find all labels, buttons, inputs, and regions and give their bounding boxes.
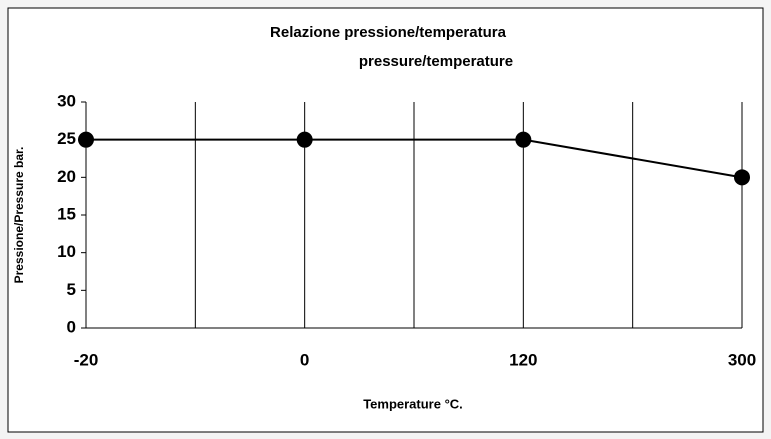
y-tick-label: 30 bbox=[57, 91, 76, 110]
x-tick-label: 300 bbox=[728, 350, 756, 369]
y-tick-label: 0 bbox=[67, 317, 76, 336]
data-point bbox=[734, 169, 750, 186]
x-tick-label: 120 bbox=[509, 350, 537, 369]
x-tick-label: 0 bbox=[300, 350, 309, 369]
y-tick-label: 15 bbox=[57, 204, 76, 223]
data-point bbox=[296, 131, 313, 148]
data-line bbox=[86, 138, 743, 179]
chart-title: Relazione pressione/temperatura bbox=[270, 24, 507, 41]
chart-subtitle: pressure/temperature bbox=[359, 53, 513, 70]
data-point bbox=[78, 131, 94, 148]
x-axis-label: Temperature °C. bbox=[363, 396, 463, 411]
y-axis-label: Pressione/Pressure bar. bbox=[12, 147, 26, 284]
x-tick-label: -20 bbox=[74, 350, 99, 369]
y-tick-label: 5 bbox=[67, 280, 76, 299]
y-tick-label: 10 bbox=[57, 242, 76, 261]
y-tick-label: 20 bbox=[57, 167, 76, 186]
y-tick-label: 25 bbox=[57, 129, 76, 148]
chart-frame bbox=[7, 7, 764, 433]
data-point bbox=[515, 131, 532, 148]
